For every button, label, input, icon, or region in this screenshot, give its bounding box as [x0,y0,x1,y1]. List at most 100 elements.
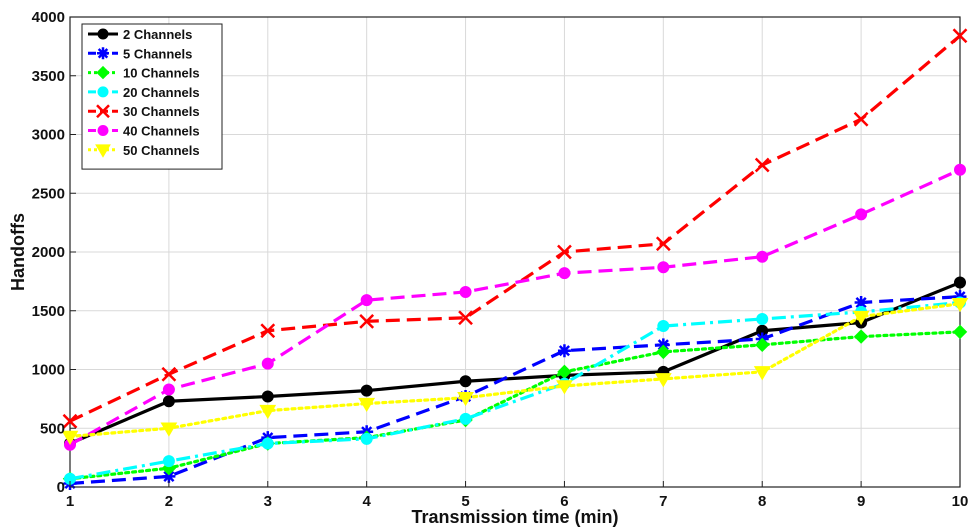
y-axis-title: Handoffs [8,213,28,291]
series-line [69,300,961,481]
data-point [161,366,177,382]
data-point [753,366,771,381]
legend-marker [97,47,109,60]
data-point [655,236,671,252]
data-point [657,261,670,274]
data-point [162,469,176,483]
data-point [259,404,277,420]
y-tick-label: 0 [57,479,65,496]
x-tick-label: 4 [362,493,371,510]
data-point [459,375,472,388]
x-tick-label: 7 [659,493,667,510]
legend-entry: 40 Channels [88,124,200,139]
legend-label: 2 Channels [123,27,192,42]
data-point [951,297,969,313]
series-line [68,302,962,439]
x-tick-label: 8 [758,493,766,510]
y-tick-label: 1500 [32,303,65,320]
data-point [360,384,373,397]
data-point [557,244,572,260]
legend-marker [95,144,111,158]
legend-entry: 10 Channels [88,66,200,81]
series-line [69,281,961,445]
data-point [160,422,178,437]
legend-label: 40 Channels [123,124,200,139]
data-point [458,310,473,326]
legend-entry: 5 Channels [88,46,192,61]
series-30-channels [62,28,968,429]
y-tick-label: 3500 [32,68,65,85]
data-point [756,312,769,325]
legend-marker [96,104,110,119]
x-tick-label: 2 [165,493,173,510]
data-point [359,313,375,329]
tick-label-layer: 1 2 3 4 5 6 7 8 9 10 0 500 1000 1500 2000 2500 3000 3500 4… [32,9,969,510]
y-tick-label: 4000 [32,9,65,26]
legend-marker [97,86,109,98]
data-point [556,380,573,395]
series-50-channels [61,297,969,445]
data-point [260,323,276,339]
x-tick-label: 6 [560,493,568,510]
legend-label: 10 Channels [123,66,200,81]
data-point [61,430,79,445]
y-tick-label: 2000 [32,244,65,261]
data-point [459,412,472,425]
x-tick-label: 5 [461,493,469,510]
data-point [654,373,672,388]
data-point [457,391,474,407]
series-layer [61,28,969,490]
legend-label: 20 Channels [123,85,200,100]
data-point [954,163,966,176]
x-axis-title: Transmission time (min) [411,507,618,527]
legend-entry: 50 Channels [88,143,200,158]
data-point [855,208,868,221]
data-point [360,294,373,307]
legend-label: 5 Channels [123,46,192,61]
data-point [558,267,571,280]
x-tick-label: 3 [264,493,272,510]
data-point [853,111,869,127]
y-tick-label: 2500 [32,185,65,202]
x-tick-label: 9 [857,493,865,510]
legend-label: 30 Channels [123,104,200,119]
legend-entry: 2 Channels [88,27,192,42]
x-tick-label: 10 [952,493,969,510]
series-line [68,330,962,481]
legend-marker [97,125,109,136]
legend-entry: 20 Channels [88,85,200,100]
data-point [261,437,274,450]
data-point [360,432,373,445]
x-tick-label: 1 [66,493,74,510]
data-point [358,397,376,413]
data-point [854,296,868,310]
data-point [261,390,274,403]
data-point [954,276,966,289]
legend-marker [97,28,109,40]
data-point [952,28,968,44]
series-line [69,34,962,423]
data-point [162,383,175,396]
data-point [952,324,968,340]
data-point [754,157,770,173]
legend-label: 50 Channels [123,143,200,158]
series-line [69,168,961,447]
data-point [162,395,175,408]
legend: 2 Channels 5 Channels 10 Channels 20 Channe… [81,23,223,170]
data-point [656,344,671,360]
data-point [162,455,175,468]
legend-entry: 30 Channels [88,104,200,119]
data-point [756,250,769,263]
data-point [459,285,472,298]
data-point [852,310,870,326]
data-point [261,357,274,370]
y-tick-label: 1000 [32,362,65,379]
data-point [755,337,770,353]
data-point [657,320,670,333]
data-point [557,344,571,358]
data-point [853,329,869,344]
data-point [62,413,78,429]
y-tick-label: 3000 [32,127,65,144]
